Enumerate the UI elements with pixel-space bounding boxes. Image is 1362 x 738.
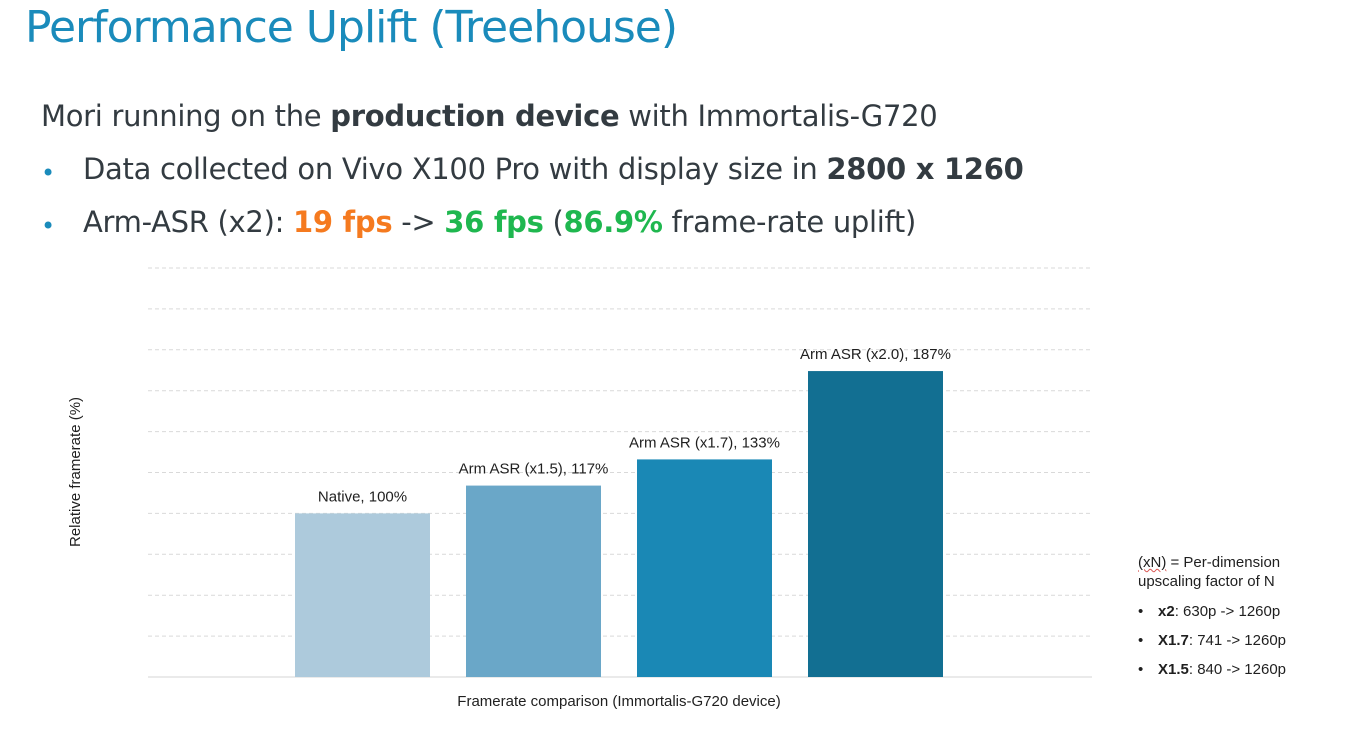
chart-data-labels: Native, 100% Arm ASR (x1.5), 117% Arm ASR … (318, 346, 951, 505)
bullet-list: • Data collected on Vivo X100 Pro with di… (41, 152, 1024, 258)
fps-before: 19 fps (292, 205, 393, 239)
uplift-percent: 86.9% (563, 205, 663, 239)
fps-after: 36 fps (444, 205, 544, 239)
bullet-dot-icon: • (41, 159, 55, 187)
bar (808, 371, 943, 677)
chart-bars (295, 371, 943, 677)
bullet-device-resolution: 2800 x 1260 (826, 152, 1024, 186)
bar-data-label: Native, 100% (318, 488, 407, 505)
y-axis-label: Relative framerate (%) (67, 397, 84, 547)
notes-item-text: : 630p -> 1260p (1174, 603, 1281, 620)
bullet-uplift-prefix: Arm-ASR (x2): (83, 205, 293, 239)
x-axis-label: Framerate comparison (Immortalis-G720 de… (457, 693, 780, 710)
intro-suffix: with Immortalis-G720 (619, 99, 938, 133)
bullet-device-prefix: Data collected on Vivo X100 Pro with dis… (83, 152, 827, 186)
notes-item-text: : 840 -> 1260p (1188, 661, 1287, 678)
notes-item: x2: 630p -> 1260p (1138, 597, 1328, 626)
notes-item-text: : 741 -> 1260p (1188, 632, 1287, 649)
notes-header-text: = Per-dimension upscaling factor of N (1138, 554, 1281, 590)
notes-item-factor: x2 (1158, 603, 1175, 620)
bar-data-label: Arm ASR (x1.7), 133% (629, 434, 780, 451)
uplift-suffix: frame-rate uplift) (662, 205, 917, 239)
notes-list: x2: 630p -> 1260p X1.7: 741 -> 1260p X1.… (1138, 597, 1328, 684)
bullet-uplift: • Arm-ASR (x2): 19 fps -> 36 fps (86.9% f… (41, 205, 1023, 258)
notes-header: (xN) = Per-dimension upscaling factor of… (1138, 553, 1328, 591)
bar (637, 459, 772, 677)
bar (295, 513, 430, 677)
upscaling-notes: (xN) = Per-dimension upscaling factor of… (1138, 553, 1328, 684)
notes-item-factor: X1.7 (1158, 632, 1189, 649)
chart-grid (148, 267, 1092, 637)
notes-item-factor: X1.5 (1158, 661, 1189, 678)
bullet-dot-icon: • (41, 212, 55, 240)
slide-title: Performance Uplift (Treehouse) (25, 2, 678, 53)
intro-bold: production device (330, 99, 620, 133)
notes-item: X1.7: 741 -> 1260p (1138, 626, 1328, 655)
arrow-text: -> (392, 205, 445, 239)
intro-line: Mori running on the production device wi… (41, 99, 938, 133)
paren-open: ( (543, 205, 564, 239)
bar-data-label: Arm ASR (x1.5), 117% (459, 461, 609, 478)
bullet-device: • Data collected on Vivo X100 Pro with di… (41, 152, 1024, 205)
notes-item: X1.5: 840 -> 1260p (1138, 655, 1328, 684)
notes-header-xn: (xN) (1138, 554, 1167, 571)
bar-data-label: Arm ASR (x2.0), 187% (800, 346, 951, 363)
bar (466, 485, 601, 677)
intro-prefix: Mori running on the (41, 99, 331, 133)
